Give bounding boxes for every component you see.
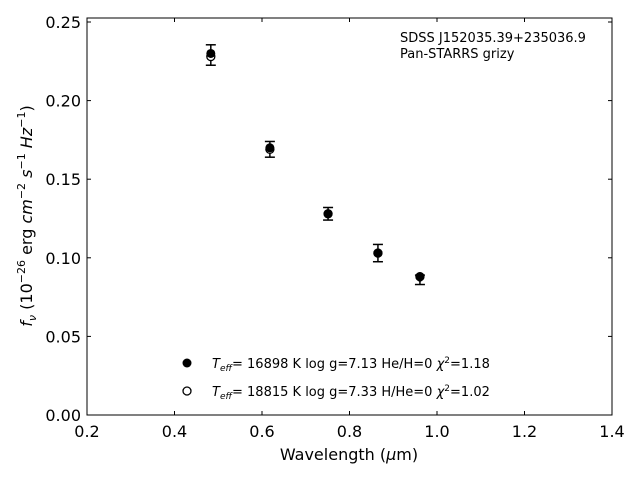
plot-frame <box>86 17 613 416</box>
legend-entry-2: Teff= 18815 K log g=7.33 H/He=0 χ2=1.02 <box>212 384 490 402</box>
legend: Teff= 16898 K log g=7.13 He/H=0 χ2=1.18 … <box>182 356 490 402</box>
model-point-filled <box>415 272 425 282</box>
annotation-object: SDSS J152035.39+235036.9 <box>400 31 586 46</box>
model-point-filled <box>206 48 216 58</box>
x-axis-label: Wavelength (μm) <box>280 445 418 464</box>
model-point-filled <box>323 209 333 219</box>
y-tick-label: 0.00 <box>45 406 81 425</box>
x-tick-label: 0.2 <box>74 422 99 441</box>
annotation-survey: Pan-STARRS grizy <box>400 47 515 62</box>
y-tick-label: 0.05 <box>45 327 81 346</box>
y-tick-label: 0.25 <box>45 13 81 32</box>
x-tick-label: 0.4 <box>162 422 187 441</box>
y-axis-label: fν (10−26 erg cm−2 s−1 Hz−1) <box>15 105 39 326</box>
x-tick-label: 1.0 <box>424 422 449 441</box>
y-tick-label: 0.15 <box>45 170 81 189</box>
legend-marker-open <box>182 386 192 396</box>
model-point-filled <box>373 248 383 258</box>
x-tick-label: 1.2 <box>512 422 537 441</box>
x-tick-label: 0.6 <box>249 422 274 441</box>
y-tick-label: 0.20 <box>45 92 81 111</box>
legend-entry-1: Teff= 16898 K log g=7.13 He/H=0 χ2=1.18 <box>212 356 490 374</box>
x-tick-label: 0.8 <box>337 422 362 441</box>
y-tick-label: 0.10 <box>45 249 81 268</box>
legend-marker-filled <box>182 358 192 368</box>
model-point-filled <box>265 143 275 153</box>
x-tick-label: 1.4 <box>599 422 624 441</box>
